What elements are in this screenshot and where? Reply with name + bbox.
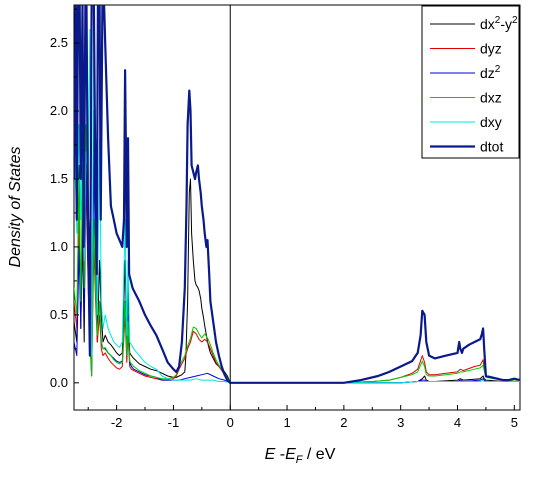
legend-label: dxz [480,90,502,106]
x-tick-label: -1 [168,415,180,430]
series-line-1 [74,178,520,384]
x-tick-label: 5 [511,415,518,430]
y-axis-title: Density of States [7,147,24,268]
y-axis: 0.0 0.5 1.0 1.5 2.0 2.5 [50,8,79,390]
x-tick-label: 2 [340,415,347,430]
legend: dx2-y2 dyz dz2 dxz dxy dtot [421,5,520,159]
x-tick-label: -2 [111,415,123,430]
y-tick-label: 1.5 [50,171,68,186]
x-tick-label: 1 [283,415,290,430]
y-tick-label: 2.5 [50,35,68,50]
legend-box [421,5,520,159]
y-tick-label: 2.0 [50,103,68,118]
x-axis-title-sub: F [296,454,304,466]
series-line-3 [74,124,520,384]
x-axis-title-sep: - [275,446,285,463]
legend-label: dxy [480,114,502,130]
series-line-5 [74,5,520,384]
legend-label: dx2-y2 [480,15,518,32]
legend-label: dz2 [480,64,501,81]
legend-label: dyz [480,41,502,57]
x-tick-label: 3 [397,415,404,430]
x-axis-title-ef: E [285,446,296,463]
x-tick-label: 4 [454,415,461,430]
x-axis-title-e: E [265,446,276,463]
y-tick-label: 0.5 [50,307,68,322]
y-tick-label: 0.0 [50,375,68,390]
x-axis-title: E -EF / eV [265,446,336,466]
x-tick-label: 0 [227,415,234,430]
legend-label: dtot [480,139,503,155]
x-axis: -2 -1 0 1 2 3 4 5 [87,405,518,430]
y-tick-label: 1.0 [50,239,68,254]
x-axis-title-unit: / eV [302,446,335,463]
series-layer [74,5,520,384]
